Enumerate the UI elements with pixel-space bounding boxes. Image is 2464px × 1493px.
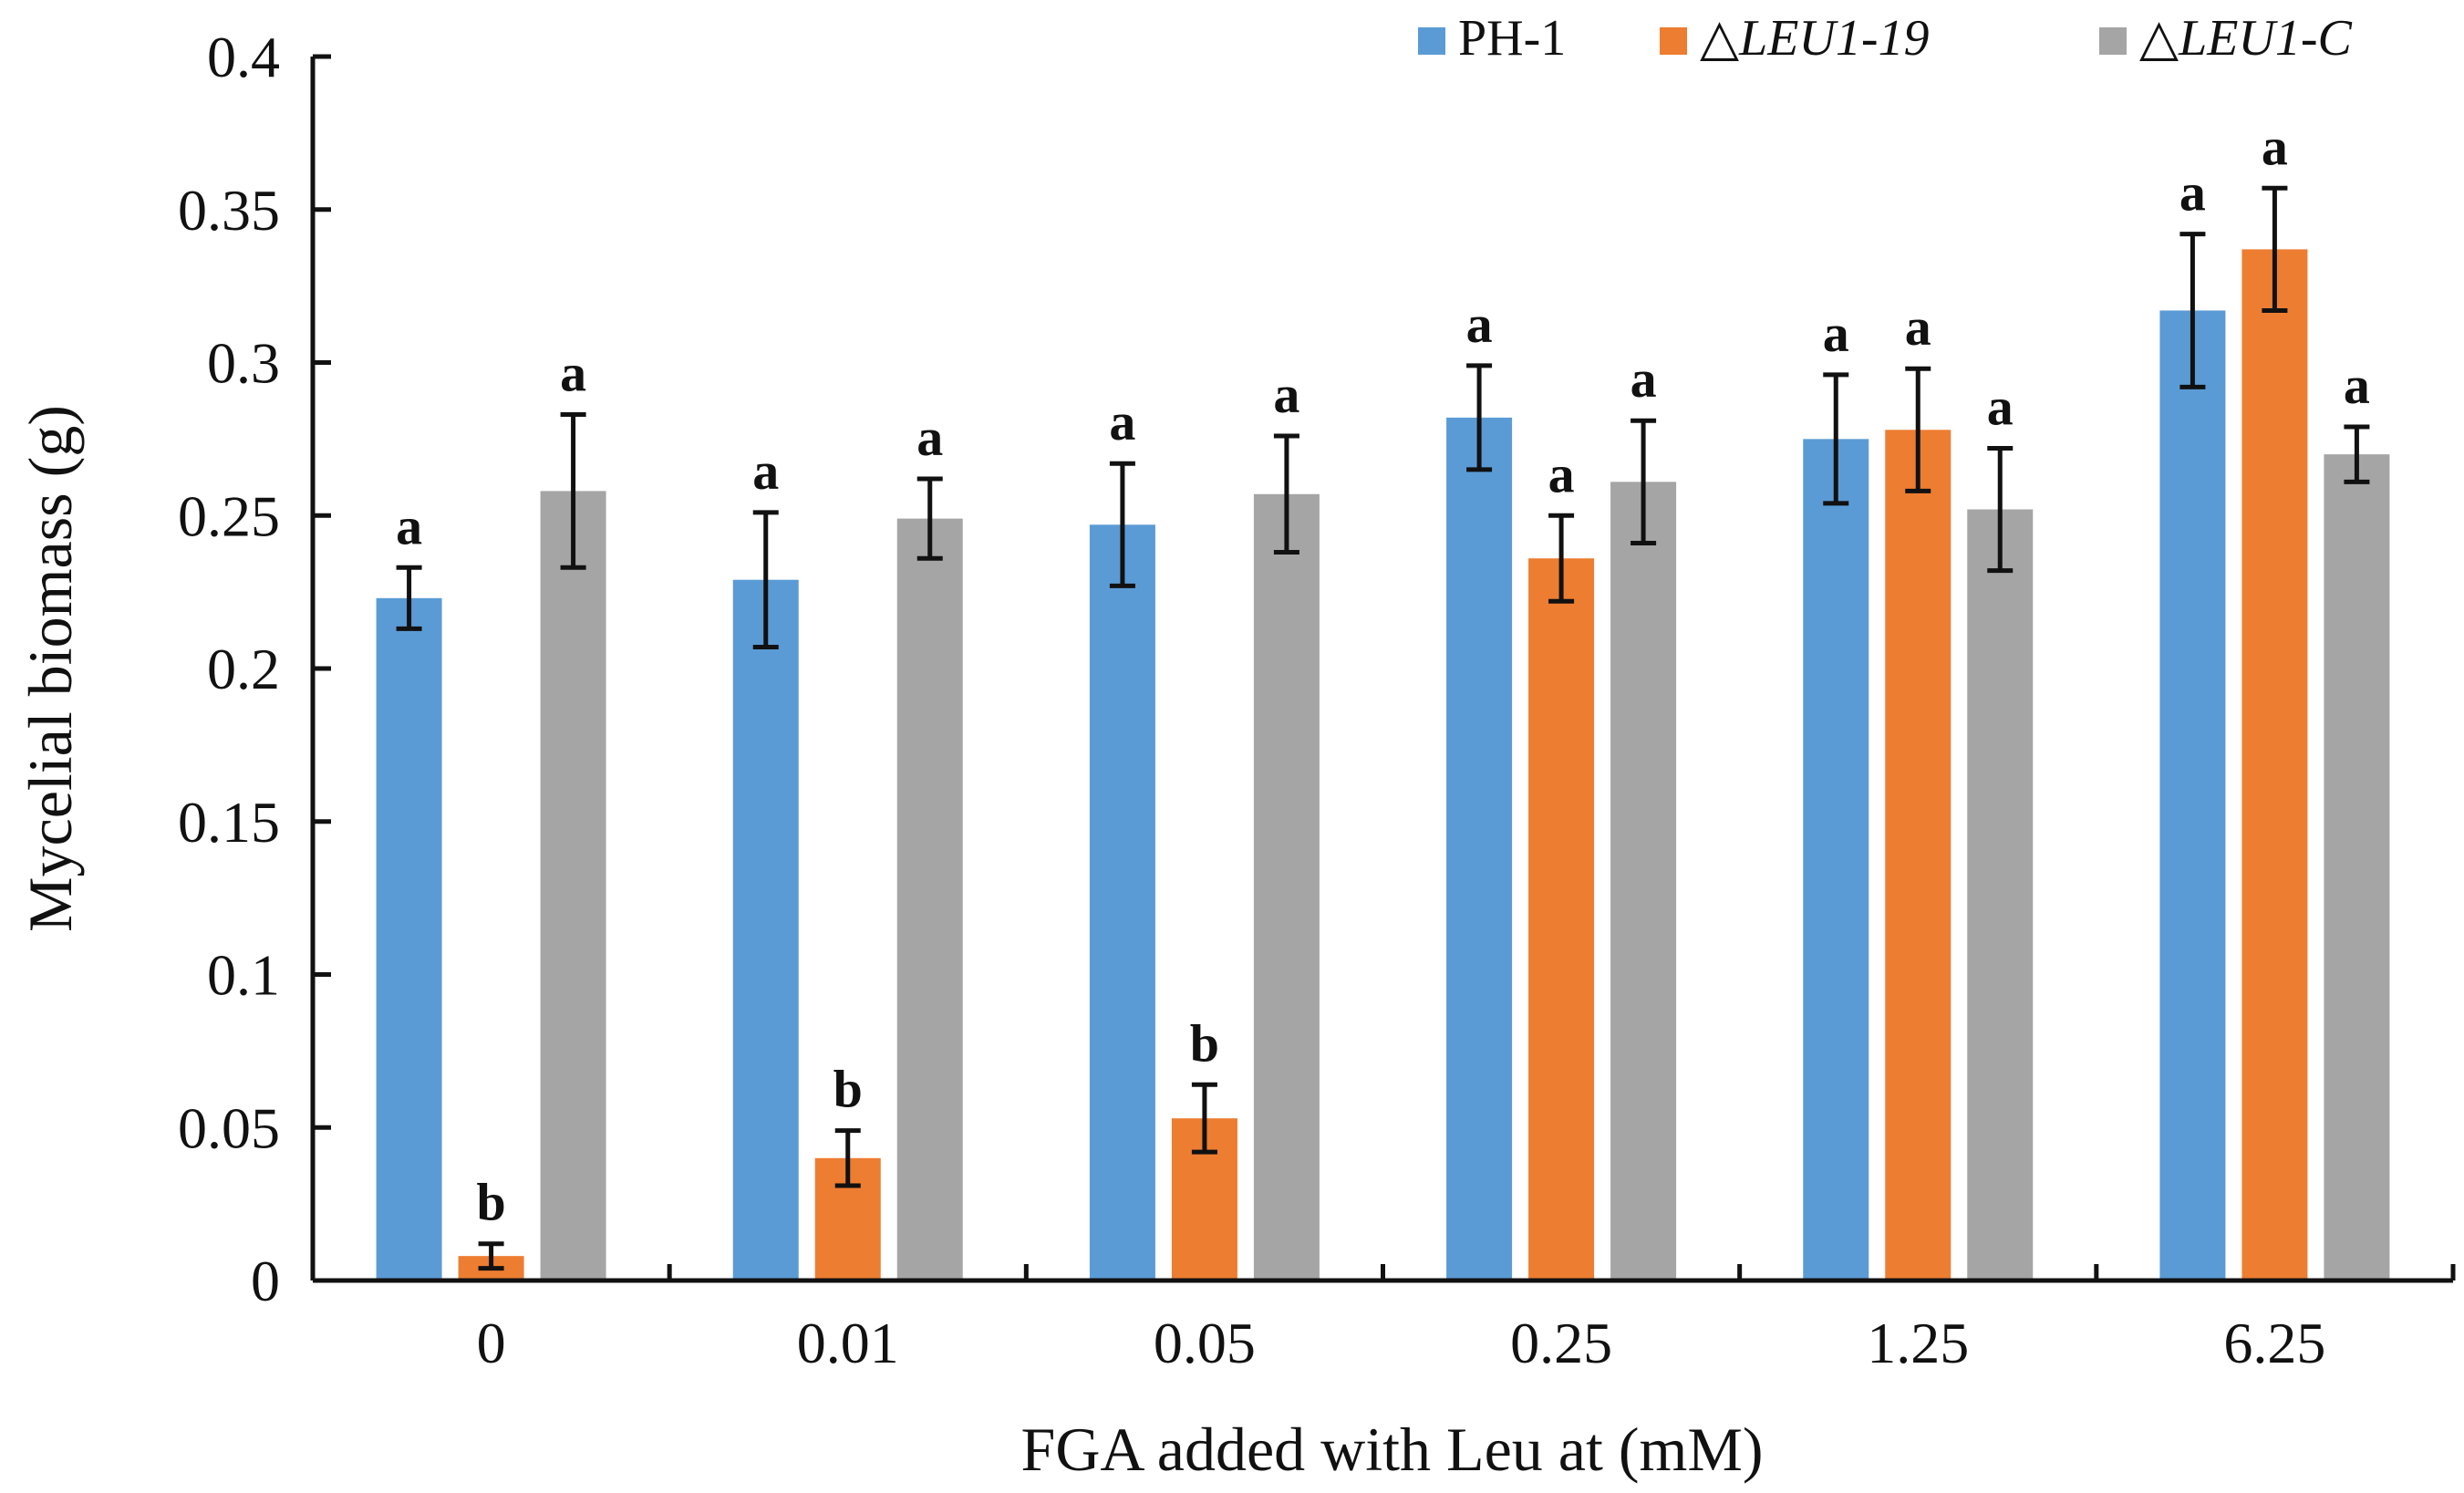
error-bar — [2179, 232, 2206, 389]
bar — [1446, 417, 1513, 1280]
error-bar — [2262, 185, 2288, 313]
significance-label: a — [560, 344, 586, 403]
error-bar — [1466, 363, 1493, 472]
significance-label: a — [1548, 444, 1575, 503]
bar — [1528, 558, 1595, 1280]
x-tick-label: 1.25 — [1867, 1311, 1969, 1375]
significance-label: a — [2344, 356, 2370, 415]
error-bar — [1191, 1082, 1217, 1155]
significance-label: a — [1273, 365, 1299, 424]
significance-label: a — [1631, 349, 1657, 409]
significance-label: a — [1466, 295, 1493, 354]
legend-label: △LEU1-C — [2139, 10, 2353, 67]
x-tick-label: 0.25 — [1510, 1311, 1612, 1375]
significance-label: a — [752, 441, 779, 501]
bar — [1253, 493, 1320, 1280]
legend-swatch — [1660, 27, 1687, 55]
error-bar — [916, 476, 943, 561]
significance-label: a — [1987, 377, 2014, 436]
y-tick-label: 0.3 — [207, 331, 280, 396]
bar — [2324, 454, 2390, 1280]
error-bar — [1273, 433, 1299, 555]
y-tick-label: 0.4 — [207, 25, 280, 89]
significance-label: b — [476, 1173, 505, 1232]
legend-label: PH-1 — [1458, 10, 1566, 67]
error-bar — [1905, 366, 1931, 493]
error-bar — [396, 565, 422, 631]
legend-item: PH-1 — [1418, 10, 1566, 67]
bar — [1803, 439, 1869, 1280]
bar — [2241, 249, 2308, 1280]
significance-label: b — [833, 1060, 863, 1119]
legend-item: △LEU1-19 — [1660, 10, 1930, 67]
error-bar — [1823, 372, 1849, 506]
significance-label: a — [2179, 163, 2206, 223]
significance-label: a — [1109, 392, 1135, 451]
significance-label: a — [916, 408, 943, 467]
error-bar — [752, 510, 779, 650]
legend-swatch — [1418, 27, 1445, 55]
bar — [2159, 310, 2226, 1281]
bar — [1885, 430, 1952, 1280]
error-bar — [478, 1241, 504, 1271]
bar — [540, 491, 606, 1280]
y-ticks-layer: 0 0.05 0.1 0.15 0.2 0.25 0.3 0.35 0.4 — [178, 25, 331, 1313]
y-tick-label: 0.15 — [178, 790, 280, 855]
y-tick-label: 0.35 — [178, 178, 280, 243]
bar — [1089, 524, 1155, 1280]
significance-label: a — [396, 496, 422, 555]
error-bars-layer — [396, 185, 2370, 1271]
error-bar — [1548, 513, 1575, 604]
legend: PH-1 △LEU1-19 △LEU1-C — [1418, 10, 2353, 67]
significance-label: a — [2262, 117, 2288, 176]
x-tick-label: 6.25 — [2223, 1311, 2325, 1375]
significance-label: b — [1190, 1013, 1219, 1073]
legend-swatch — [2099, 27, 2127, 55]
significance-label: a — [1905, 297, 1931, 357]
y-tick-label: 0.25 — [178, 483, 280, 548]
y-tick-label: 0.1 — [207, 943, 280, 1008]
bars-layer — [376, 249, 2390, 1281]
error-bar — [1631, 418, 1657, 545]
x-ticks-layer: 0 0.01 0.05 0.25 1.25 6.25 — [310, 1264, 2456, 1375]
y-tick-label: 0 — [251, 1249, 280, 1313]
legend-item: △LEU1-C — [2099, 10, 2353, 67]
x-axis-title: FGA added with Leu at (mM) — [1021, 1415, 1764, 1484]
significance-label: a — [1823, 304, 1849, 363]
axes-layer — [310, 57, 2453, 1283]
bar — [1967, 509, 2034, 1280]
bar — [1610, 482, 1677, 1280]
y-tick-label: 0.2 — [207, 637, 280, 701]
x-tick-label: 0 — [477, 1311, 506, 1375]
x-tick-label: 0.05 — [1154, 1311, 1256, 1375]
legend-label: △LEU1-19 — [1700, 10, 1930, 67]
bar — [896, 518, 963, 1280]
bar — [376, 597, 442, 1280]
error-bar — [1109, 461, 1135, 588]
x-tick-label: 0.01 — [797, 1311, 899, 1375]
y-axis-title: Mycelial biomass (g) — [16, 405, 85, 932]
error-bar — [834, 1128, 861, 1188]
error-bar — [560, 412, 586, 570]
error-bar — [2344, 424, 2370, 484]
bar — [732, 579, 799, 1280]
error-bar — [1987, 445, 2014, 574]
y-tick-label: 0.05 — [178, 1095, 280, 1160]
